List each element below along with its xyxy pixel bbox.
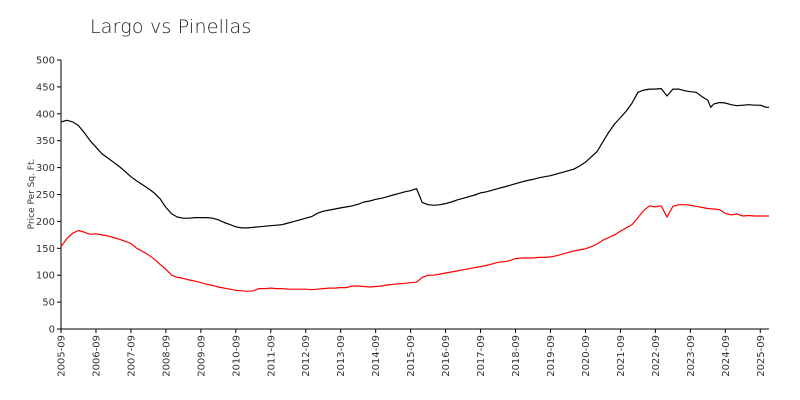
y-tick-label: 100 — [36, 271, 55, 282]
x-tick-label: 2011-09 — [266, 335, 277, 377]
y-tick-label: 250 — [36, 190, 55, 201]
x-tick-label: 2017-09 — [476, 335, 487, 377]
y-tick-label: 450 — [36, 82, 55, 93]
y-axis: 0 50 100 150 200 250 300 350 400 450 500 — [36, 56, 62, 336]
y-tick-label: 500 — [36, 56, 55, 67]
x-tick-label: 2008-09 — [161, 335, 172, 377]
x-tick-label: 2025-09 — [756, 335, 767, 377]
x-tick-label: 2010-09 — [231, 335, 242, 377]
x-tick-label: 2009-09 — [196, 335, 207, 377]
series-line-2 — [60, 204, 769, 292]
x-axis: 2005-09 2006-09 2007-09 2008-09 2009-09 2010-… — [57, 328, 769, 377]
x-tick-label: 2019-09 — [546, 335, 557, 377]
x-tick-label: 2012-09 — [301, 335, 312, 377]
y-tick-label: 50 — [42, 298, 55, 309]
x-tick-label: 2013-09 — [336, 335, 347, 377]
x-tick-label: 2015-09 — [406, 335, 417, 377]
x-tick-label: 2018-09 — [511, 335, 522, 377]
y-axis-title: Price Per Sq. Ft. — [27, 159, 37, 230]
x-tick-label: 2005-09 — [57, 335, 68, 377]
x-tick-label: 2024-09 — [721, 335, 732, 377]
y-tick-label: 300 — [36, 163, 55, 174]
series-layer — [60, 87, 769, 292]
y-tick-label: 200 — [36, 217, 55, 228]
chart-title: Largo vs Pinellas — [90, 16, 252, 38]
y-tick-label: 350 — [36, 136, 55, 147]
x-tick-label: 2023-09 — [686, 335, 697, 377]
x-tick-label: 2014-09 — [371, 335, 382, 377]
y-tick-label: 400 — [36, 109, 55, 120]
x-tick-label: 2007-09 — [126, 335, 137, 377]
x-tick-label: 2020-09 — [581, 335, 592, 377]
x-tick-label: 2021-09 — [616, 335, 627, 377]
series-line-1 — [60, 87, 769, 229]
y-tick-label: 0 — [49, 325, 55, 336]
x-tick-label: 2022-09 — [651, 335, 662, 377]
x-tick-label: 2006-09 — [91, 335, 102, 377]
x-tick-label: 2016-09 — [441, 335, 452, 377]
y-tick-label: 150 — [36, 244, 55, 255]
